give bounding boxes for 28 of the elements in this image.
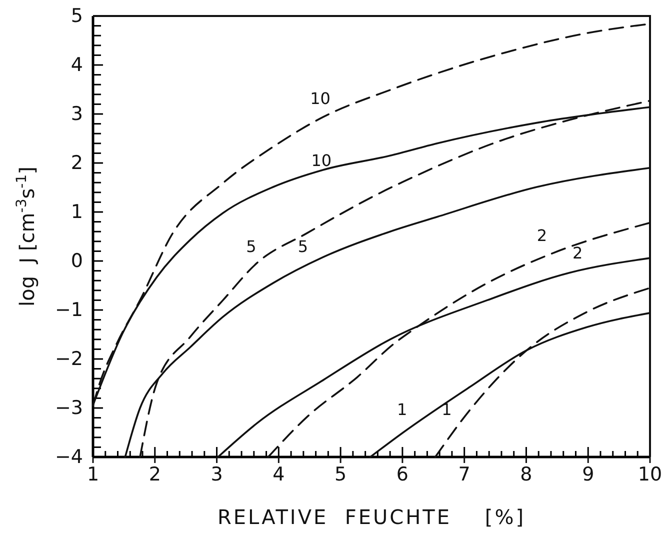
x-axis-title: RELATIVE FEUCHTE [%] [217, 505, 526, 529]
annotation: 10 [310, 89, 330, 108]
y-tick-label: −4 [54, 446, 83, 468]
annotation: 1 [397, 400, 408, 420]
x-tick-label: 8 [520, 463, 532, 486]
annotation: 5 [298, 236, 308, 256]
y-tick-label: −1 [54, 299, 83, 322]
x-tick-label: 3 [210, 463, 223, 486]
x-tick-label: 7 [458, 463, 470, 486]
annotation: 2 [536, 226, 548, 245]
annotation: 5 [246, 236, 256, 256]
y-tick-label: 3 [70, 103, 83, 126]
annotation: 10 [311, 150, 332, 170]
y-tick-label: 5 [70, 5, 83, 28]
x-tick-label: 1 [86, 463, 100, 486]
x-tick-label: 9 [582, 463, 594, 486]
y-tick-label: −2 [54, 348, 83, 370]
y-tick-label: 4 [70, 54, 83, 76]
x-tick-label: 5 [334, 463, 347, 486]
x-tick-label: 6 [396, 463, 408, 486]
y-tick-label: 1 [70, 201, 83, 224]
x-tick-label: 2 [148, 463, 161, 486]
y-tick-label: −3 [54, 397, 83, 420]
annotation: 2 [572, 244, 583, 263]
x-tick-label: 10 [638, 463, 662, 486]
x-tick-label: 4 [272, 463, 285, 486]
y-tick-label: 0 [70, 250, 83, 272]
y-tick-label: 2 [70, 152, 83, 174]
